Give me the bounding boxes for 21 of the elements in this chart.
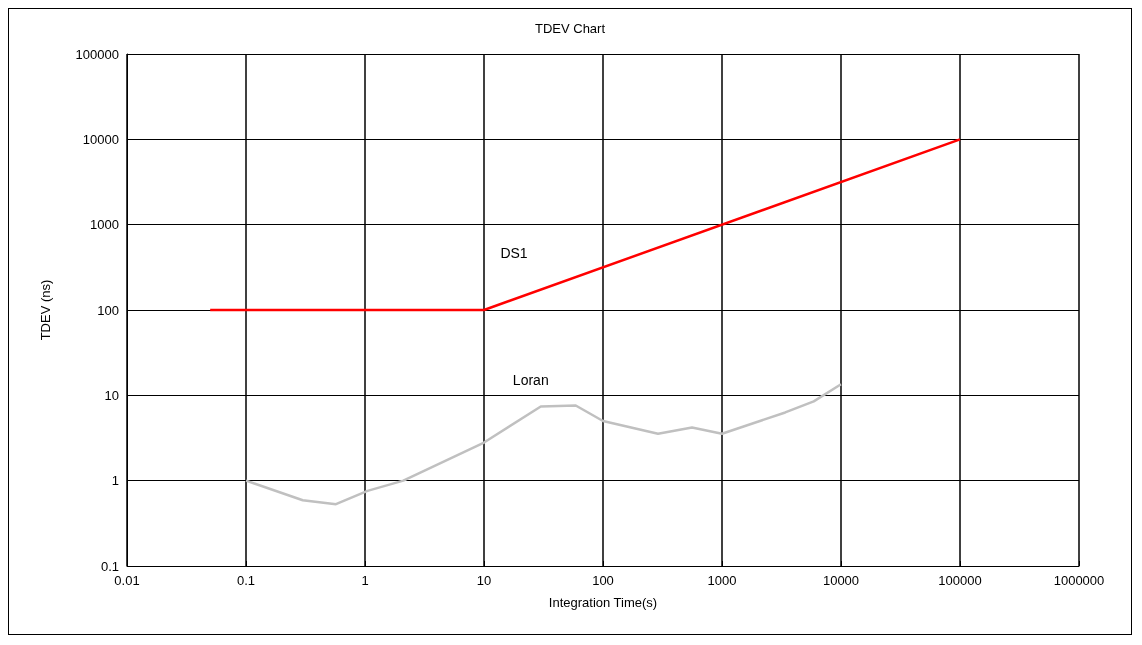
y-tick-label: 10000	[82, 131, 119, 147]
y-tick-label: 10	[104, 387, 119, 403]
x-tick-label: 10000	[822, 573, 860, 588]
y-tick-label: 1000	[90, 217, 119, 233]
y-tick-label: 100000	[75, 46, 119, 62]
text: DS1	[500, 245, 528, 261]
x-tick-label: 1	[361, 573, 369, 588]
y-tick-label: 100	[97, 302, 119, 318]
series-label: Loran	[512, 372, 549, 389]
x-tick-label: 10	[476, 573, 492, 588]
y-tick-label: 1	[111, 473, 119, 489]
x-tick-label: 1000000	[1053, 573, 1105, 588]
x-axis-title: Integration Time(s)	[548, 595, 658, 610]
chart-title: TDEV Chart	[534, 21, 606, 36]
x-tick-label: 1000	[707, 573, 737, 588]
x-tick-label: 100000	[938, 573, 982, 588]
y-axis-title: TDEV (ns)	[38, 279, 53, 341]
x-tick-label: 100	[592, 573, 614, 588]
x-tick-label: 0.01	[114, 573, 140, 588]
y-tick-label: 0.1	[100, 558, 119, 574]
x-tick-label: 0.1	[236, 573, 256, 588]
